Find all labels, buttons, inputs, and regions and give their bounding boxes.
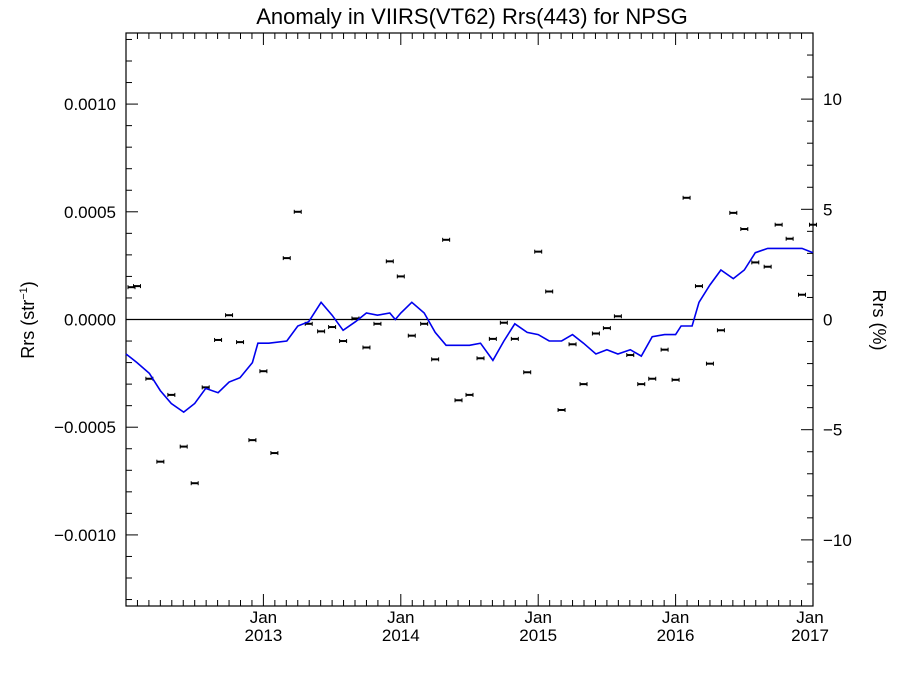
data-point <box>568 342 577 347</box>
data-point <box>613 314 622 319</box>
y-right-tick-label: −5 <box>823 421 842 440</box>
data-point <box>293 209 302 214</box>
chart-title: Anomaly in VIIRS(VT62) Rrs(443) for NPSG <box>256 4 688 29</box>
data-point <box>476 356 485 361</box>
y-left-tick-label: 0.0005 <box>64 203 116 222</box>
data-point <box>236 340 245 345</box>
data-point <box>373 321 382 326</box>
data-point <box>682 195 691 200</box>
x-tick-label-year: 2017 <box>791 626 829 645</box>
y-left-tick-label: 0.0000 <box>64 311 116 330</box>
data-point <box>557 407 566 412</box>
data-point <box>729 210 738 215</box>
data-point <box>648 376 657 381</box>
data-point <box>190 481 199 486</box>
data-point <box>545 289 554 294</box>
x-tick-label-month: Jan <box>524 608 551 627</box>
y-axis-label-left-base: Rrs (str <box>18 300 38 359</box>
data-point <box>201 385 210 390</box>
x-tick-label-month: Jan <box>662 608 689 627</box>
data-point <box>798 292 807 297</box>
data-point <box>339 339 348 344</box>
data-point <box>362 345 371 350</box>
data-point <box>385 259 394 264</box>
y-right-tick-label: 5 <box>823 200 832 219</box>
x-tick-label-year: 2015 <box>519 626 557 645</box>
x-tick-label-year: 2014 <box>382 626 420 645</box>
data-point <box>751 260 760 265</box>
data-point <box>488 336 497 341</box>
data-point <box>774 222 783 227</box>
data-point <box>591 331 600 336</box>
data-point <box>328 325 337 330</box>
data-point <box>602 326 611 331</box>
data-point <box>626 353 635 358</box>
data-point <box>167 392 176 397</box>
data-point <box>454 398 463 403</box>
y-axis-label-left-sup: −1 <box>18 287 30 300</box>
axes-ticks-layer: 0.0010 0.0005 0.0000 −0.0005 −0.0010 10 5 0 −5 −1… <box>54 32 852 645</box>
data-point <box>694 284 703 289</box>
y-right-tick-label: 0 <box>823 311 832 330</box>
data-point <box>442 237 451 242</box>
y-axis-label-right: Rrs (%) <box>869 290 889 351</box>
x-tick-label-month: Jan <box>796 608 823 627</box>
data-point <box>317 329 326 334</box>
data-point <box>510 336 519 341</box>
data-point <box>716 328 725 333</box>
x-tick-label-year: 2016 <box>657 626 695 645</box>
data-point <box>523 370 532 375</box>
data-points-layer <box>127 195 817 486</box>
data-point <box>259 369 268 374</box>
data-point <box>534 249 543 254</box>
data-point <box>396 274 405 279</box>
running-mean-line <box>125 247 814 414</box>
y-left-tick-label: −0.0010 <box>54 526 116 545</box>
running-mean-layer <box>125 247 814 414</box>
data-point <box>214 337 223 342</box>
y-left-tick-label: 0.0010 <box>64 95 116 114</box>
data-point <box>809 222 817 227</box>
y-axis-label-left: Rrs (str−1) <box>18 281 38 359</box>
data-point <box>248 438 257 443</box>
data-point <box>579 382 588 387</box>
data-point <box>420 321 429 326</box>
y-left-tick-label: −0.0005 <box>54 418 116 437</box>
y-axis-label-left-close: ) <box>18 281 38 287</box>
data-point <box>785 236 794 241</box>
data-point <box>179 444 188 449</box>
data-point <box>431 357 440 362</box>
data-point <box>407 333 416 338</box>
data-point <box>740 227 749 232</box>
y-right-tick-label: 10 <box>823 90 842 109</box>
x-tick-label-year: 2013 <box>244 626 282 645</box>
data-point <box>499 320 508 325</box>
data-point <box>637 382 646 387</box>
data-point <box>671 377 680 382</box>
data-point <box>705 361 714 366</box>
data-point <box>282 256 291 261</box>
data-point <box>132 284 141 289</box>
data-point <box>763 264 772 269</box>
data-point <box>225 313 234 318</box>
x-tick-label-month: Jan <box>387 608 414 627</box>
y-right-tick-label: −10 <box>823 531 852 550</box>
data-point <box>270 451 279 456</box>
data-point <box>156 459 165 464</box>
data-point <box>465 392 474 397</box>
data-point <box>660 347 669 352</box>
x-tick-label-month: Jan <box>250 608 277 627</box>
